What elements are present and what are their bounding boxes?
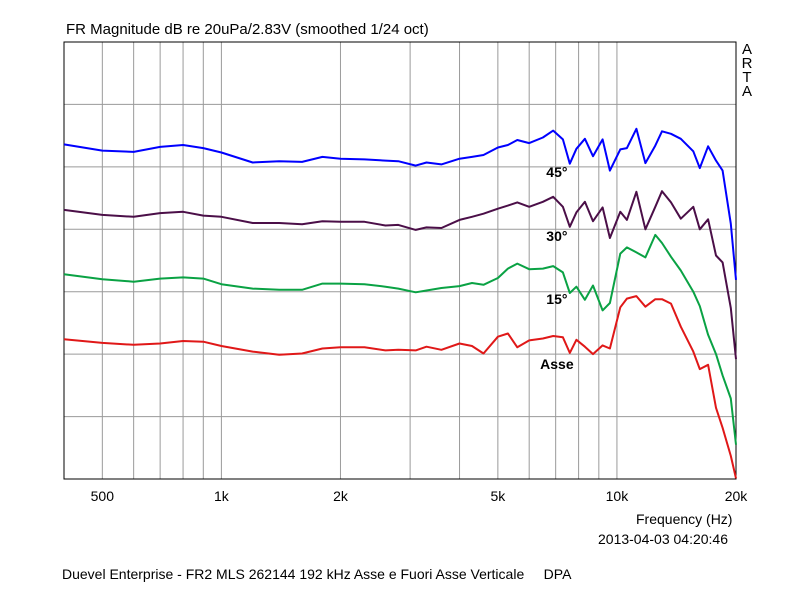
footer-caption: Duevel Enterprise - FR2 MLS 262144 192 k… bbox=[62, 566, 572, 582]
arta-letter: T bbox=[742, 69, 752, 86]
timestamp: 2013-04-03 04:20:46 bbox=[598, 531, 728, 547]
x-tick-label: 20k bbox=[725, 488, 749, 504]
curve-annotation: Asse bbox=[540, 356, 574, 372]
curve-annotation: 45° bbox=[546, 164, 567, 180]
series-line-2 bbox=[63, 233, 737, 445]
x-axis-label: Frequency (Hz) bbox=[636, 511, 733, 527]
series-line-0 bbox=[63, 127, 737, 280]
chart-title: FR Magnitude dB re 20uPa/2.83V (smoothed… bbox=[66, 21, 429, 38]
x-tick-label: 10k bbox=[606, 488, 630, 504]
curve-annotation: 15° bbox=[546, 291, 567, 307]
arta-letter: R bbox=[741, 55, 753, 72]
arta-letter: A bbox=[741, 83, 752, 100]
x-tick-label: 5k bbox=[490, 488, 506, 504]
series-line-1 bbox=[63, 190, 737, 360]
arta-logo: A R T A bbox=[741, 41, 753, 100]
x-tick-label: 500 bbox=[91, 488, 115, 504]
x-tick-label: 2k bbox=[333, 488, 349, 504]
series-line-3 bbox=[63, 295, 737, 479]
arta-letter: A bbox=[741, 41, 752, 58]
curve-annotation: 30° bbox=[546, 228, 567, 244]
x-tick-label: 1k bbox=[214, 488, 230, 504]
plot-frame bbox=[63, 41, 737, 480]
